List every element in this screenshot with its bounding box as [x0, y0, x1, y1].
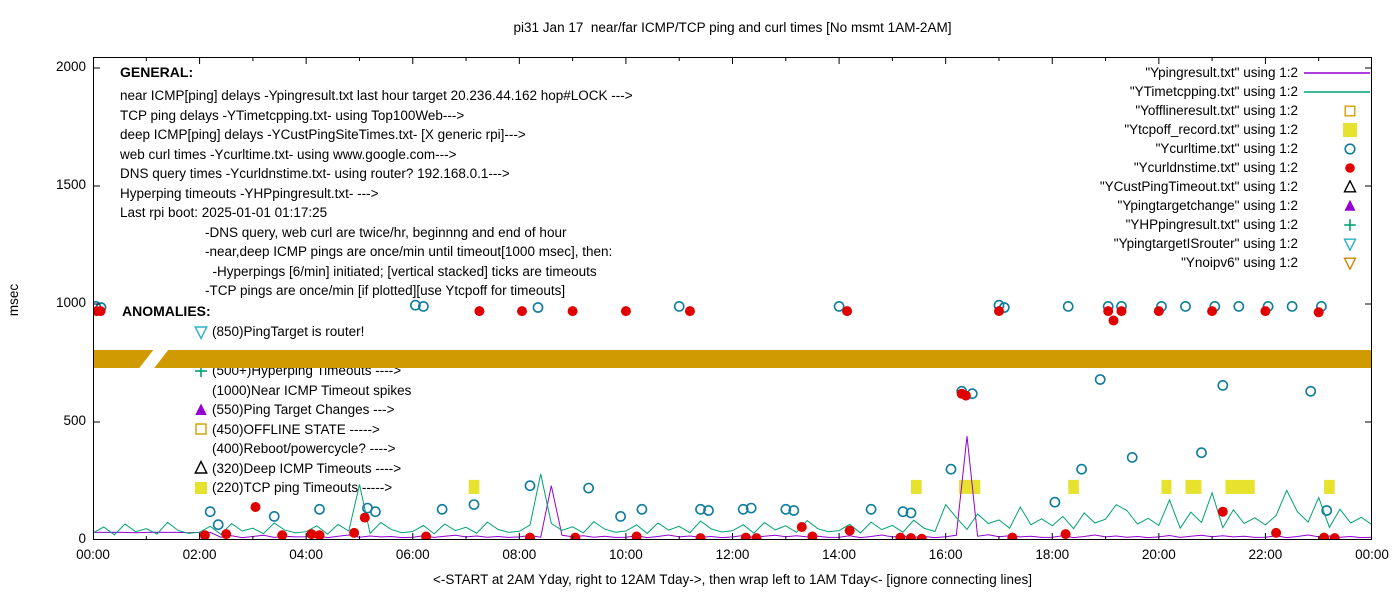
x-tick-label: 10:00	[609, 547, 643, 562]
x-tick-label: 18:00	[1035, 547, 1070, 562]
general-line: Hyperping timeouts -YHPpingresult.txt- -…	[120, 185, 379, 201]
anomaly-item: (400)Reboot/powercycle? ---->	[193, 439, 411, 459]
square-open-icon	[1344, 105, 1356, 117]
circle-open-icon	[1344, 142, 1356, 155]
legend-row: "YHPpingresult.txt" using 1:2	[1100, 215, 1372, 234]
general-line: DNS query times -Ycurldnstime.txt- using…	[120, 166, 510, 181]
triangle-filled-icon	[195, 403, 207, 415]
triangle-down-open-icon	[194, 326, 208, 340]
legend-row: "Ynoipv6" using 1:2	[1100, 253, 1372, 272]
anomaly-item: (1000)Near ICMP Timeout spikes	[193, 381, 411, 401]
legend-label: "Ynoipv6" using 1:2	[1181, 255, 1298, 270]
general-heading: GENERAL:	[120, 64, 194, 80]
legend-row: "Yofflineresult.txt" using 1:2	[1100, 101, 1372, 120]
legend-label: "YHPpingresult.txt" using 1:2	[1125, 217, 1298, 232]
x-tick-label: 14:00	[822, 547, 856, 562]
legend-label: "YCustPingTimeout.txt" using 1:2	[1099, 179, 1298, 194]
x-tick-label: 06:00	[395, 547, 430, 562]
anomaly-item: (450)OFFLINE STATE ----->	[193, 420, 411, 440]
chart-title: pi31 Jan 17 near/far ICMP/TCP ping and c…	[513, 20, 952, 35]
general-lines: near ICMP[ping] delays -Ypingresult.txt …	[120, 86, 633, 301]
x-tick-label: 20:00	[1141, 547, 1176, 562]
legend-row: "YCustPingTimeout.txt" using 1:2	[1100, 177, 1372, 196]
x-tick-label: 04:00	[289, 547, 324, 562]
y-tick-label: 0	[78, 531, 86, 546]
square-filled-icon	[195, 481, 207, 494]
anomaly-label: (400)Reboot/powercycle? ---->	[212, 441, 396, 457]
legend-row: "Ycurldnstime.txt" using 1:2	[1100, 158, 1372, 177]
x-tick-label: 00:00	[1355, 547, 1389, 562]
general-note-line: -DNS query, web curl are twice/hr, begin…	[205, 224, 567, 240]
circle-filled-icon	[1345, 162, 1355, 173]
triangle-down-open-icon	[1343, 257, 1357, 270]
x-tick-label: 00:00	[76, 547, 110, 562]
triangle-down-open-icon	[1343, 238, 1357, 251]
anomaly-item: (550)Ping Target Changes --->	[193, 400, 411, 420]
general-line: TCP ping delays -YTimetcpping.txt- using…	[120, 107, 465, 123]
legend-label: "Ypingresult.txt" using 1:2	[1145, 65, 1298, 80]
x-tick-label: 16:00	[928, 547, 963, 562]
triangle-open-icon	[1343, 179, 1357, 193]
legend-row: "Ycurltime.txt" using 1:2	[1100, 139, 1372, 158]
legend-row: "YTimetcpping.txt" using 1:2	[1100, 82, 1372, 101]
anomaly-item: (320)Deep ICMP Timeouts ---->	[193, 459, 411, 479]
square-open-icon	[195, 423, 207, 435]
general-note-line: -Hyperpings [6/min] initiated; [vertical…	[205, 263, 597, 279]
legend-row: "Ypingresult.txt" using 1:2	[1100, 63, 1372, 82]
anomaly-label: (320)Deep ICMP Timeouts ---->	[212, 460, 402, 476]
y-tick-label: 500	[63, 413, 86, 428]
triangle-filled-icon	[1344, 199, 1356, 211]
anomaly-item: (220)TCP ping Timeouts ----->	[193, 478, 411, 498]
legend-label: "Yofflineresult.txt" using 1:2	[1135, 103, 1298, 118]
general-line: Last rpi boot: 2025-01-01 01:17:25	[120, 205, 328, 220]
line-icon	[1304, 71, 1370, 74]
legend-label: "Ycurltime.txt" using 1:2	[1155, 141, 1298, 156]
legend-label: "YTimetcpping.txt" using 1:2	[1129, 84, 1298, 99]
general-line: web curl times -Ycurltime.txt- using www…	[120, 146, 457, 162]
legend-label: "YpingtargetISrouter" using 1:2	[1113, 236, 1298, 251]
general-note-line: -near,deep ICMP pings are once/min until…	[205, 244, 613, 259]
plus-icon	[1344, 218, 1356, 231]
anomaly-label: (220)TCP ping Timeouts ----->	[212, 480, 393, 496]
x-tick-label: 22:00	[1248, 547, 1283, 562]
x-tick-label: 02:00	[182, 547, 217, 562]
anomalies-heading: ANOMALIES:	[122, 303, 211, 319]
y-tick-label: 2000	[55, 59, 86, 74]
square-filled-icon	[1343, 122, 1357, 137]
general-notes-block: GENERAL: near ICMP[ping] delays -Ypingre…	[120, 64, 633, 301]
anomaly-item: (850)PingTarget is router!	[193, 322, 411, 342]
general-line: deep ICMP[ping] delays -YCustPingSiteTim…	[120, 127, 526, 142]
triangle-open-icon	[194, 460, 208, 474]
legend-label: "Ypingtargetchange" using 1:2	[1117, 198, 1298, 213]
y-tick-label: 1000	[55, 295, 86, 310]
legend-row: "Ypingtargetchange" using 1:2	[1100, 196, 1372, 215]
line-icon	[1304, 90, 1370, 93]
chart-canvas	[93, 57, 1372, 540]
legend: "Ypingresult.txt" using 1:2 "YTimetcpping…	[1100, 63, 1372, 272]
anomaly-label: (850)PingTarget is router!	[212, 324, 365, 340]
y-tick-label: 1500	[55, 177, 86, 192]
x-axis-label: <-START at 2AM Yday, right to 12AM Tday-…	[433, 572, 1032, 587]
general-note-line: -TCP pings are once/min [if plotted][use…	[205, 283, 566, 298]
legend-row: "Ytcpoff_record.txt" using 1:2	[1100, 120, 1372, 139]
legend-label: "Ytcpoff_record.txt" using 1:2	[1124, 122, 1298, 137]
general-line: near ICMP[ping] delays -Ypingresult.txt …	[120, 88, 633, 103]
legend-row: "YpingtargetISrouter" using 1:2	[1100, 234, 1372, 253]
anomaly-label: (450)OFFLINE STATE ----->	[212, 421, 380, 437]
x-tick-label: 12:00	[715, 547, 750, 562]
anomalies-list: (850)PingTarget is router! (500+)Hyperpin…	[122, 322, 411, 498]
x-tick-label: 08:00	[502, 547, 537, 562]
anomalies-block: ANOMALIES: (850)PingTarget is router! (50…	[122, 303, 411, 498]
anomaly-label: (550)Ping Target Changes --->	[212, 402, 395, 418]
anomaly-label: (1000)Near ICMP Timeout spikes	[212, 382, 412, 398]
legend-label: "Ycurldnstime.txt" using 1:2	[1133, 160, 1298, 175]
